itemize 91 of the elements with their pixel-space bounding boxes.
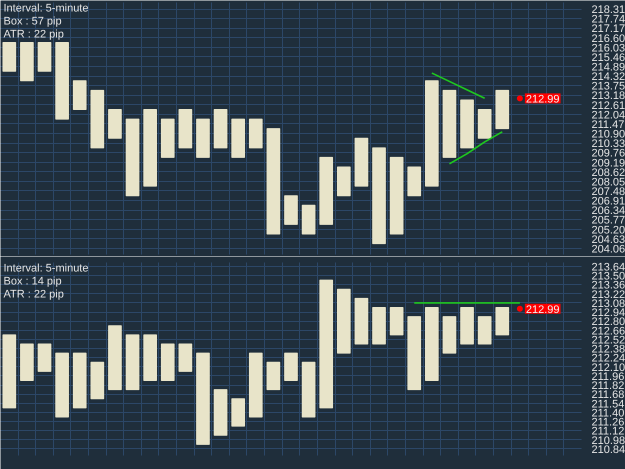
bar [425, 306, 439, 382]
bar [284, 352, 298, 382]
bar [354, 298, 368, 345]
bar [196, 118, 210, 158]
y-tick-label: 205.20 [592, 224, 625, 236]
bar [442, 316, 456, 354]
bar [372, 306, 386, 345]
bar [55, 42, 69, 120]
y-tick-label: 217.17 [592, 23, 625, 36]
bar [108, 325, 122, 390]
y-tick-label: 215.46 [592, 52, 625, 64]
y-tick-label: 211.40 [592, 407, 624, 420]
bar [302, 362, 316, 418]
bar [143, 334, 157, 382]
y-tick-label: 204.63 [592, 234, 625, 246]
y-tick-label: 212.52 [592, 334, 625, 346]
y-tick-label: 209.19 [592, 157, 625, 170]
bar [90, 362, 104, 400]
bar [442, 90, 456, 158]
bar [284, 195, 298, 225]
annotation: Box : 14 pip [4, 276, 62, 288]
bar [460, 99, 474, 148]
bar [495, 90, 510, 130]
bar [319, 280, 334, 408]
y-tick-label: 213.64 [592, 261, 625, 274]
bar [2, 42, 16, 72]
data-label: 212.99 [526, 93, 560, 106]
y-tick-label: 212.61 [592, 100, 625, 112]
bar [336, 166, 351, 196]
bar [302, 204, 316, 235]
bar [248, 118, 263, 148]
y-tick-label: 209.76 [592, 148, 625, 160]
bar [55, 352, 69, 418]
bar [390, 156, 404, 235]
bar [160, 118, 175, 158]
annotation: ATR : 22 pip [4, 288, 64, 300]
bar [266, 128, 280, 235]
y-tick-label: 210.84 [592, 444, 625, 456]
bar [38, 344, 52, 372]
y-tick-label: 211.96 [592, 370, 624, 383]
y-tick-label: 216.03 [592, 42, 625, 54]
y-tick-label: 213.18 [592, 90, 625, 102]
bar [214, 109, 228, 148]
annotation: Box : 57 pip [4, 16, 62, 28]
bar [2, 334, 16, 408]
bar [478, 316, 492, 345]
line-series [431, 72, 486, 100]
bar [495, 306, 510, 336]
bar [72, 352, 87, 408]
data-label: 212.99 [526, 304, 560, 316]
bar [214, 389, 228, 436]
bar [390, 306, 404, 336]
bar [160, 344, 175, 382]
bar [178, 109, 192, 148]
y-tick-label: 216.60 [592, 32, 625, 45]
bar [319, 156, 334, 225]
line-series [448, 131, 504, 165]
bar [354, 138, 368, 187]
bar [90, 90, 104, 148]
y-tick-label: 212.04 [592, 109, 625, 122]
bar [178, 344, 192, 372]
bar [20, 344, 34, 382]
y-tick-label: 204.06 [592, 243, 625, 256]
bar [407, 316, 422, 390]
y-tick-label: 208.05 [592, 176, 625, 188]
annotation: Interval: 5-minute [4, 2, 88, 14]
bar [407, 166, 422, 196]
bar [372, 147, 386, 244]
bar [20, 42, 34, 82]
bar [248, 352, 263, 418]
bar [336, 288, 351, 354]
y-tick-label: 208.62 [592, 166, 625, 179]
bar [196, 352, 210, 445]
y-tick-label: 211.47 [592, 118, 624, 131]
bar [72, 80, 87, 110]
bar [126, 118, 140, 196]
bar [231, 398, 246, 427]
bar [231, 118, 246, 158]
y-tick-label: 207.48 [592, 186, 625, 198]
bar [460, 306, 474, 345]
annotation: Interval: 5-minute [4, 262, 88, 274]
y-tick-label: 205.77 [592, 214, 625, 227]
bar [425, 80, 439, 187]
bar [478, 109, 492, 139]
y-tick-label: 213.08 [592, 298, 625, 310]
bar [126, 334, 140, 390]
bar [38, 42, 52, 72]
annotation: ATR : 22 pip [4, 28, 64, 40]
bar [143, 109, 157, 187]
bar [108, 109, 122, 139]
bar [266, 362, 280, 390]
